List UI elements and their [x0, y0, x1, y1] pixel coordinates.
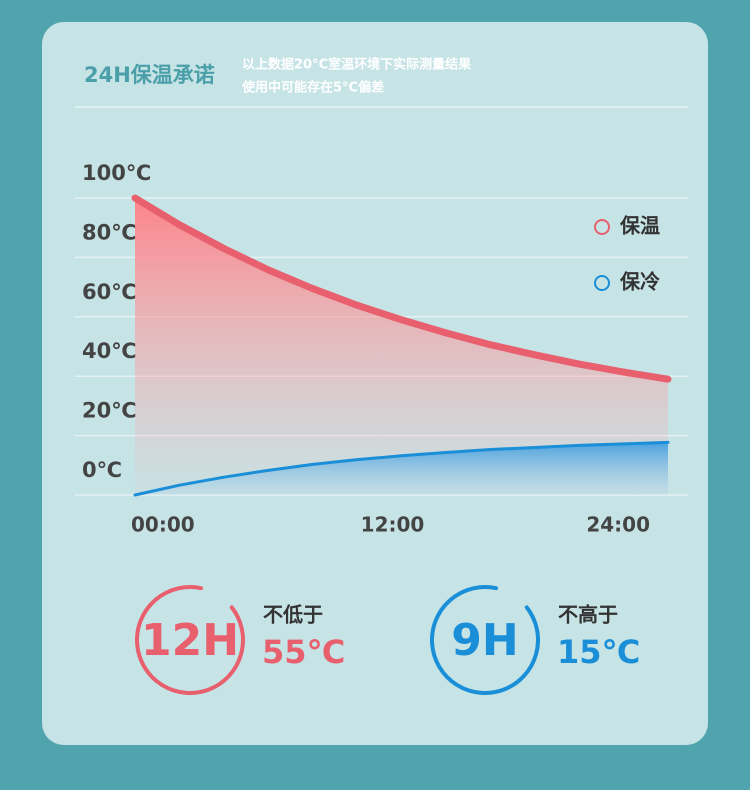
badge-condition: 不低于 [263, 603, 323, 627]
note: 以上数据20°C室温环境下实际测量结果 [242, 57, 471, 73]
x-tick-label: 24:00 [586, 513, 650, 537]
legend-marker [594, 275, 610, 291]
x-tick-label: 12:00 [361, 513, 425, 537]
badge-condition: 不高于 [558, 603, 618, 627]
y-tick-label: 80℃ [82, 220, 137, 244]
line [133, 440, 670, 497]
badge-temperature: 55℃ [262, 633, 345, 671]
y-tick-label: 60℃ [82, 280, 137, 304]
badge-hours: 9H [451, 615, 518, 666]
badge-ring [430, 585, 540, 695]
y-tick-label: 20℃ [82, 399, 137, 423]
badge-ring [135, 585, 245, 695]
area [135, 442, 668, 495]
badges: 12H 不低于 55℃ 9H 不高于 15℃ [135, 585, 640, 695]
line [131, 194, 672, 383]
legend-label: 保冷 [619, 270, 660, 294]
legend-label: 保温 [619, 214, 660, 238]
legend-marker [594, 219, 610, 235]
y-tick-label: 0℃ [82, 458, 122, 482]
chart-title: 24H保温承诺 [84, 63, 215, 87]
x-tick-label: 00:00 [131, 513, 195, 537]
badge-temperature: 15℃ [557, 633, 640, 671]
y-tick-label: 100℃ [82, 161, 151, 185]
note: 使用中可能存在5°C偏差 [241, 80, 384, 96]
y-tick-label: 40℃ [82, 339, 137, 363]
badge-hours: 12H [141, 615, 239, 666]
